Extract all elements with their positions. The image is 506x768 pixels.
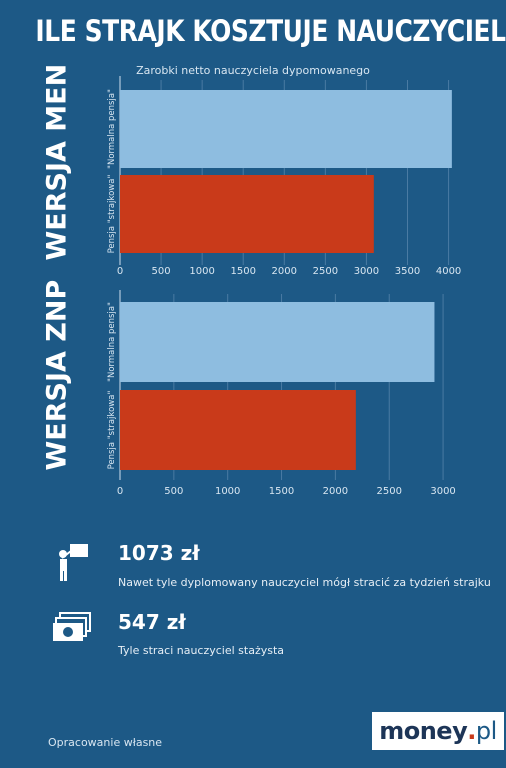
source-note: Opracowanie własne bbox=[48, 736, 163, 749]
page-title: ILE STRAJK KOSZTUJE NAUCZYCIELI bbox=[35, 14, 506, 48]
x-tick-label: 4000 bbox=[436, 266, 461, 277]
bar-charts: 0 500 1000 1500 2000 2500 3000 3500 4000 "Normaln… bbox=[107, 76, 461, 497]
x-tick-label: 1000 bbox=[215, 486, 240, 497]
category-label: Pensja "strajkowa" bbox=[107, 175, 117, 254]
bar-normal bbox=[120, 90, 452, 168]
logo-main: money bbox=[379, 717, 468, 745]
x-tick-label: 500 bbox=[164, 486, 183, 497]
category-label: "Normalna pensja" bbox=[107, 89, 117, 169]
x-tick-label: 2000 bbox=[323, 486, 348, 497]
x-tick-label: 1500 bbox=[269, 486, 294, 497]
x-tick-label: 0 bbox=[117, 266, 123, 277]
bar-strike bbox=[120, 175, 374, 253]
x-tick-label: 500 bbox=[152, 266, 171, 277]
money-icon bbox=[53, 612, 91, 641]
logo-dot: . bbox=[467, 717, 476, 745]
category-label: Pensja "strajkowa" bbox=[107, 391, 117, 470]
x-tick-label: 3000 bbox=[354, 266, 379, 277]
bar-normal bbox=[120, 302, 435, 382]
chart-subtitle: Zarobki netto nauczyciela dypomowanego bbox=[136, 64, 370, 77]
x-tick-label: 1500 bbox=[230, 266, 255, 277]
x-tick-label: 1000 bbox=[189, 266, 214, 277]
stat-value-teacher: 1073 zł bbox=[118, 541, 200, 565]
teacher-icon bbox=[59, 544, 88, 581]
category-label: "Normalna pensja" bbox=[107, 302, 117, 382]
x-tick-label: 0 bbox=[117, 486, 123, 497]
logo-tld: pl bbox=[475, 717, 497, 745]
stat-desc-teacher: Nawet tyle dyplomowany nauczyciel mógł s… bbox=[118, 576, 491, 589]
stat-desc-trainee: Tyle straci nauczyciel stażysta bbox=[118, 644, 285, 657]
x-tick-label: 3500 bbox=[395, 266, 420, 277]
stat-value-trainee: 547 zł bbox=[118, 610, 186, 634]
x-tick-label: 2000 bbox=[272, 266, 297, 277]
x-tick-label: 3000 bbox=[430, 486, 455, 497]
x-tick-label: 2500 bbox=[377, 486, 402, 497]
money-pl-logo: money. pl bbox=[372, 712, 504, 750]
bar-strike bbox=[120, 390, 356, 470]
x-tick-label: 2500 bbox=[313, 266, 338, 277]
